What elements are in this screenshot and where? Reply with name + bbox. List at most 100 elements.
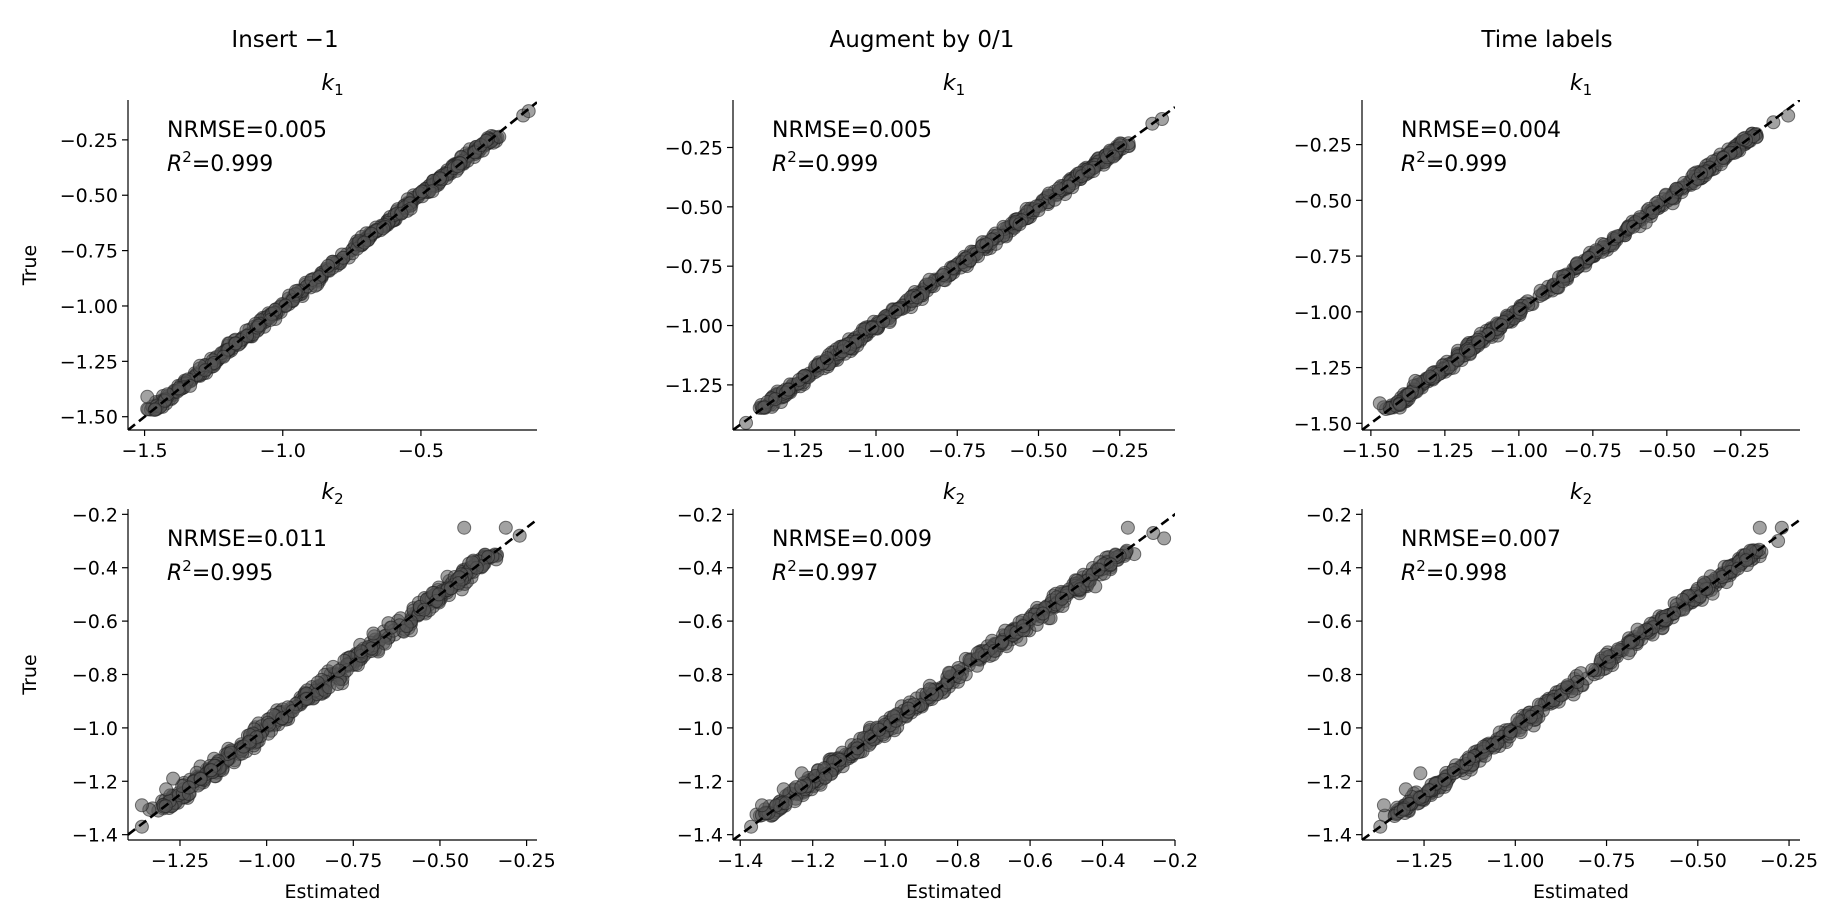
y-tick-label: −1.0 xyxy=(1306,718,1352,740)
panel-6-title: k2 xyxy=(1570,480,1592,508)
y-tick-label: −1.2 xyxy=(677,771,723,793)
panel-4-xlabel: Estimated xyxy=(285,881,381,903)
column-title-1: Insert −1 xyxy=(231,27,338,53)
scatter-point xyxy=(417,602,432,617)
y-tick-label: −0.2 xyxy=(72,504,118,526)
outlier-point xyxy=(512,528,527,543)
panel-1-nrmse: NRMSE=0.005 xyxy=(167,118,327,143)
panel-5-r2: R2=0.997 xyxy=(772,557,878,586)
scatter-point xyxy=(1585,663,1600,677)
panel-1-title: k1 xyxy=(321,71,343,99)
x-tick-label: −1.25 xyxy=(766,440,824,462)
scatter-point xyxy=(357,235,372,250)
outlier-point xyxy=(1398,782,1413,797)
panel-6-identity-line xyxy=(1362,518,1800,840)
scatter-point xyxy=(451,576,466,591)
y-tick-label: −1.25 xyxy=(60,351,118,373)
y-tick-label: −0.6 xyxy=(72,611,118,633)
x-tick-label: −0.75 xyxy=(1564,440,1622,462)
y-tick-label: −0.8 xyxy=(1306,665,1352,687)
y-tick-label: −1.50 xyxy=(1294,413,1352,435)
scatter-point xyxy=(1446,762,1461,777)
panel-5-identity-line xyxy=(733,512,1175,840)
y-tick-label: −0.8 xyxy=(677,665,723,687)
y-tick-label: −1.0 xyxy=(677,718,723,740)
scatter-point xyxy=(794,780,809,794)
y-tick-label: −0.25 xyxy=(665,137,723,159)
scatter-point xyxy=(1392,397,1407,412)
y-tick-label: −1.4 xyxy=(72,825,118,847)
x-tick-label: −0.4 xyxy=(1079,850,1125,872)
scatter-point xyxy=(820,351,834,366)
panel-4: k2 −1.25 −1.00 −0.75 −0.50 −0.25 −1.4 −1.2 −1.0 −… xyxy=(19,480,556,903)
panel-6-xlabel: Estimated xyxy=(1533,881,1629,903)
x-tick-label: −1.00 xyxy=(1486,850,1544,872)
column-titles: Insert −1 Augment by 0/1 Time labels xyxy=(231,27,1612,53)
panel-5: k2 −1.4 −1.2 −1.0 −0.8 −0.6 −0.4 −0.2 −1.4 −1.2 −1… xyxy=(677,480,1198,903)
panel-4-nrmse: NRMSE=0.011 xyxy=(167,527,327,552)
panel-4-ylabel: True xyxy=(19,654,41,695)
x-tick-label: −0.8 xyxy=(935,850,981,872)
outlier-point xyxy=(134,819,149,834)
outlier-point xyxy=(1372,396,1387,411)
x-tick-label: −0.25 xyxy=(1760,850,1818,872)
x-tick-label: −1.0 xyxy=(862,850,908,872)
y-tick-label: −0.75 xyxy=(1294,246,1352,268)
x-tick-label: −0.50 xyxy=(1009,440,1067,462)
x-tick-label: −1.4 xyxy=(717,850,763,872)
x-tick-label: −1.0 xyxy=(260,440,306,462)
x-tick-label: −0.2 xyxy=(1152,850,1198,872)
panel-3-title: k1 xyxy=(1570,71,1592,99)
x-tick-label: −0.5 xyxy=(398,440,444,462)
x-tick-label: −0.50 xyxy=(1669,850,1727,872)
y-tick-label: −1.25 xyxy=(1294,358,1352,380)
outlier-point xyxy=(1752,520,1767,535)
scatter-point xyxy=(872,722,887,737)
y-tick-label: −0.25 xyxy=(60,130,118,152)
scatter-point xyxy=(1556,274,1570,289)
scatter-point xyxy=(331,663,346,678)
panel-6-r2: R2=0.998 xyxy=(1401,557,1507,586)
x-tick-label: −1.00 xyxy=(1490,440,1548,462)
scatter-point xyxy=(330,677,345,691)
scatter-point xyxy=(1012,217,1027,232)
scatter-point xyxy=(1630,622,1645,637)
y-tick-label: −0.75 xyxy=(60,241,118,263)
panel-4-r2: R2=0.995 xyxy=(167,557,273,586)
y-tick-label: −0.2 xyxy=(1306,504,1352,526)
y-tick-label: −1.4 xyxy=(1306,825,1352,847)
y-tick-label: −1.0 xyxy=(72,718,118,740)
scatter-point xyxy=(321,258,335,273)
y-tick-label: −1.00 xyxy=(1294,302,1352,324)
x-tick-label: −1.25 xyxy=(1416,440,1474,462)
x-tick-label: −1.25 xyxy=(151,850,209,872)
panel-3-identity-line xyxy=(1362,100,1800,430)
panel-5-title: k2 xyxy=(943,480,965,508)
scatter-point xyxy=(376,221,391,236)
y-tick-label: −0.6 xyxy=(677,611,723,633)
scatter-point xyxy=(922,272,937,287)
panel-4-identity-line xyxy=(128,518,537,836)
scatter-point xyxy=(1035,606,1050,621)
panel-1-r2: R2=0.999 xyxy=(167,148,273,177)
outlier-point xyxy=(1376,798,1391,813)
x-tick-label: −1.5 xyxy=(122,440,168,462)
scatter-point xyxy=(285,704,300,719)
x-tick-label: −1.2 xyxy=(790,850,836,872)
outlier-point xyxy=(794,766,809,781)
x-tick-label: −1.50 xyxy=(1342,440,1400,462)
panel-3: k1 −1.50 −1.25 −1.00 −0.75 −0.50 −0.25 −1.50 −1.… xyxy=(1294,71,1800,462)
y-tick-label: −0.25 xyxy=(1294,135,1352,157)
outlier-point xyxy=(1408,373,1423,388)
outlier-point xyxy=(1413,766,1428,781)
outlier-point xyxy=(166,771,181,786)
x-tick-label: −0.25 xyxy=(497,850,555,872)
scatter-point xyxy=(910,290,925,305)
column-title-3: Time labels xyxy=(1480,27,1612,53)
outlier-point xyxy=(1120,520,1135,535)
outlier-point xyxy=(159,782,174,797)
y-tick-label: −0.4 xyxy=(677,558,723,580)
panel-6-nrmse: NRMSE=0.007 xyxy=(1401,527,1561,552)
outlier-point xyxy=(755,798,769,813)
